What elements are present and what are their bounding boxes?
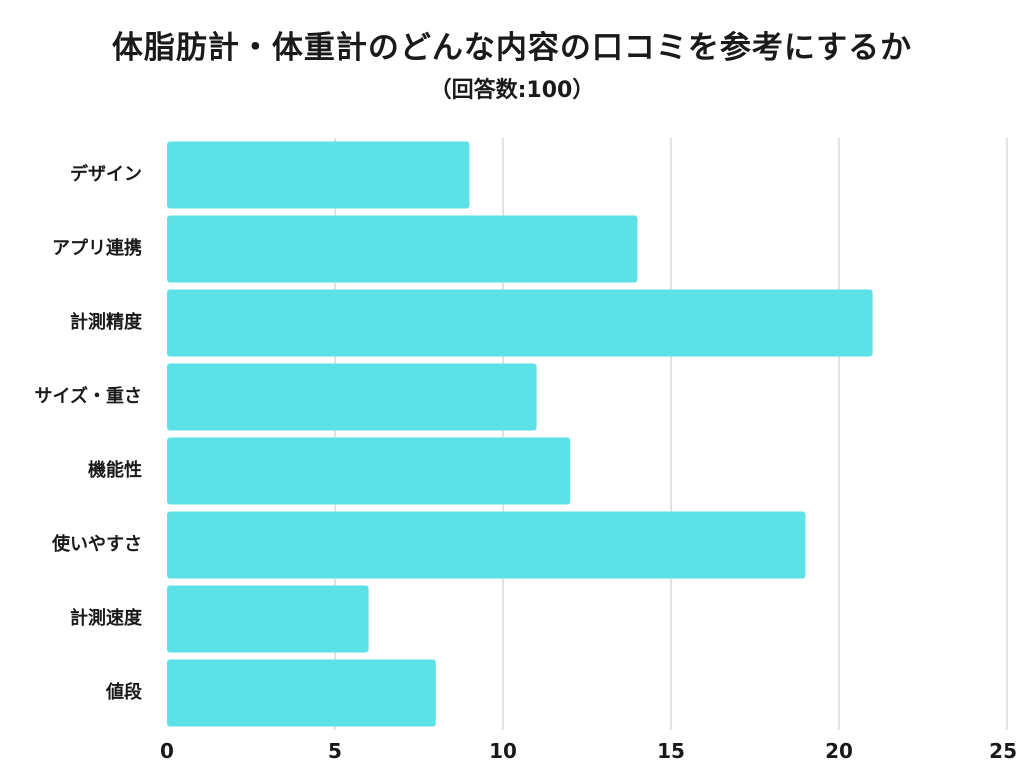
x-tick-label: 15 bbox=[657, 739, 685, 763]
category-label: 機能性 bbox=[88, 459, 142, 481]
chart-subtitle: （回答数:100） bbox=[429, 78, 595, 103]
bar-8 bbox=[167, 659, 436, 727]
x-tick-label: 25 bbox=[989, 739, 1017, 763]
bars bbox=[167, 141, 873, 727]
category-label: 使いやすさ bbox=[51, 534, 142, 555]
x-tick-label: 5 bbox=[328, 739, 342, 763]
category-label: 計測速度 bbox=[70, 607, 143, 629]
chart-title: 体脂肪計・体重計のどんな内容の口コミを参考にするか bbox=[111, 30, 913, 66]
x-tick-label: 10 bbox=[489, 739, 517, 763]
bar-6 bbox=[167, 511, 806, 579]
category-label: 値段 bbox=[105, 681, 143, 703]
bar-7 bbox=[167, 585, 369, 653]
bar-3 bbox=[167, 289, 873, 357]
bar-5 bbox=[167, 437, 571, 505]
x-tick-label: 20 bbox=[825, 739, 853, 763]
category-label: デザイン bbox=[70, 163, 142, 185]
x-axis-tick-labels: 0 5 10 15 20 25 bbox=[160, 739, 1017, 763]
bar-1 bbox=[167, 141, 470, 209]
category-label: 計測精度 bbox=[70, 311, 143, 333]
bar-2 bbox=[167, 215, 638, 283]
bar-4 bbox=[167, 363, 537, 431]
x-tick-label: 0 bbox=[160, 739, 174, 763]
category-label: アプリ連携 bbox=[52, 237, 142, 259]
category-label: サイズ・重さ bbox=[35, 385, 142, 407]
